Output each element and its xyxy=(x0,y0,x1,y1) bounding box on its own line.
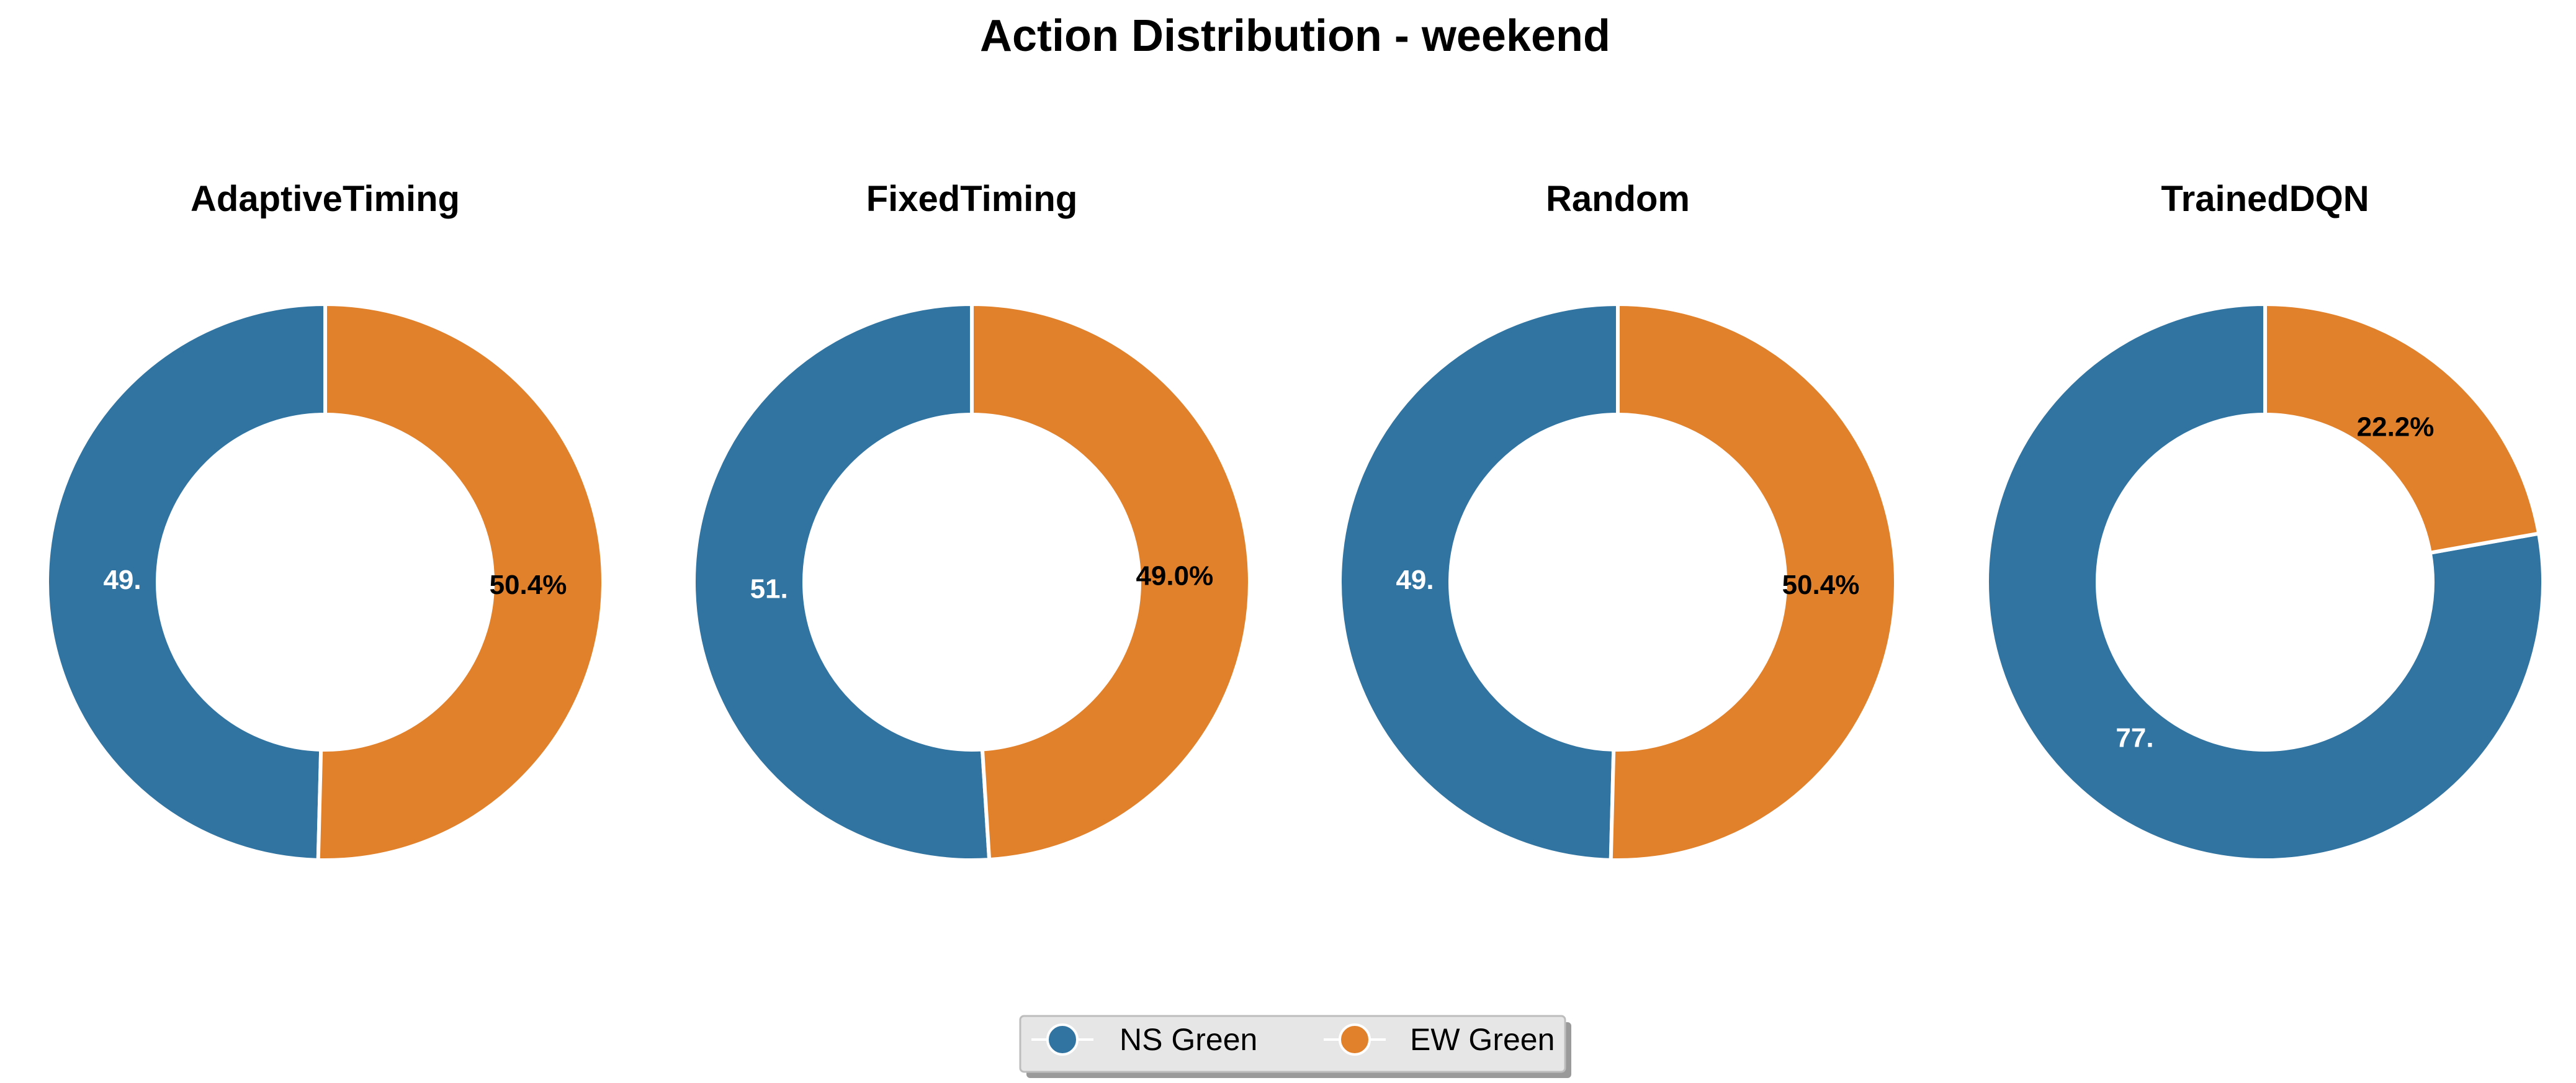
slice-traineddqn-ew-green xyxy=(2263,302,2541,555)
slice-label-random-ns-green: 49. xyxy=(1396,565,1434,595)
chart-title-fixedtiming: FixedTiming xyxy=(866,179,1078,219)
slice-label-adaptivetiming-ew-green: 50.4% xyxy=(490,570,567,600)
slice-label-traineddqn-ew-green: 22.2% xyxy=(2357,411,2435,442)
slice-adaptivetiming-ew-green xyxy=(316,302,605,862)
legend-label-ew-green: EW Green xyxy=(1410,1022,1555,1057)
donut-random: Random 49. 50.4% xyxy=(1337,179,1898,862)
chart-title-adaptivetiming: AdaptiveTiming xyxy=(191,179,460,219)
slice-traineddqn-ns-green xyxy=(1985,302,2545,862)
chart-title-random: Random xyxy=(1546,179,1690,219)
slice-random-ns-green xyxy=(1337,302,1620,862)
slice-label-fixedtiming-ns-green: 51. xyxy=(750,573,788,604)
legend-box xyxy=(1019,1015,1566,1073)
slice-label-adaptivetiming-ns-green: 49. xyxy=(103,565,141,595)
donut-charts: AdaptiveTiming 49. 50.4% FixedTiming 51. 49.0… xyxy=(45,179,2545,862)
legend: NS Green EW Green xyxy=(1019,1015,1571,1078)
legend-marker-ew-green xyxy=(1339,1023,1371,1056)
legend-marker-ns-green xyxy=(1046,1023,1079,1056)
donut-traineddqn: TrainedDQN 77. 22.2% xyxy=(1985,179,2545,862)
donut-adaptivetiming: AdaptiveTiming 49. 50.4% xyxy=(45,179,605,862)
slice-adaptivetiming-ns-green xyxy=(45,302,327,862)
slice-label-traineddqn-ns-green: 77. xyxy=(2116,723,2153,753)
figure-title: Action Distribution - weekend xyxy=(980,11,1610,61)
slice-fixedtiming-ew-green xyxy=(970,302,1252,862)
chart-title-traineddqn: TrainedDQN xyxy=(2161,179,2369,219)
slice-label-random-ew-green: 50.4% xyxy=(1782,570,1860,600)
legend-label-ns-green: NS Green xyxy=(1120,1022,1257,1057)
slice-label-fixedtiming-ew-green: 49.0% xyxy=(1136,561,1213,591)
slice-random-ew-green xyxy=(1609,302,1898,862)
slice-fixedtiming-ns-green xyxy=(692,302,992,862)
donut-fixedtiming: FixedTiming 51. 49.0% xyxy=(692,179,1252,862)
